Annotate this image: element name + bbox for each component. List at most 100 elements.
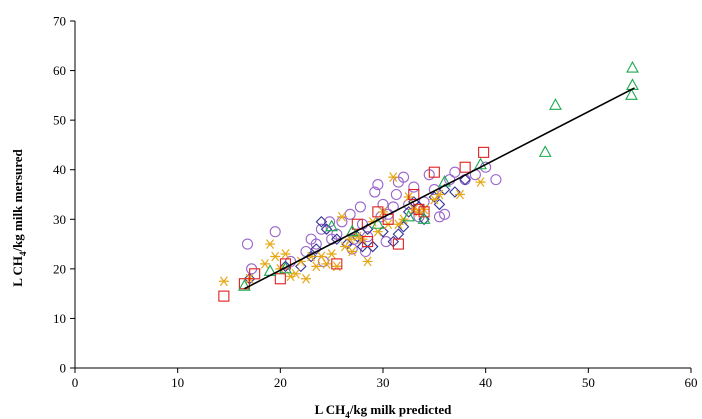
circle-point xyxy=(344,208,356,220)
y-tick-label: 60 xyxy=(53,63,66,78)
circle-point xyxy=(449,166,461,178)
diamond-point xyxy=(310,243,323,255)
circle-point xyxy=(241,238,254,250)
data-points xyxy=(218,60,639,302)
y-tick-label: 10 xyxy=(53,311,66,326)
star-point xyxy=(326,249,337,259)
square-point xyxy=(274,273,286,285)
circle-point xyxy=(439,208,451,220)
star-point xyxy=(321,259,332,269)
circle-point xyxy=(390,188,402,201)
square-point xyxy=(362,236,374,248)
trendline xyxy=(244,87,635,290)
square-point xyxy=(218,290,230,302)
circle-point xyxy=(433,211,446,223)
diamond-point xyxy=(397,220,410,233)
star-point xyxy=(301,273,311,284)
square-point xyxy=(331,258,343,270)
star-point xyxy=(347,246,358,257)
trendline-group xyxy=(244,87,635,290)
circle-point xyxy=(336,216,348,228)
circle-point xyxy=(408,181,420,193)
triangle-point xyxy=(538,145,552,157)
x-tick-label: 20 xyxy=(274,375,287,390)
square-point xyxy=(408,188,420,201)
diamond-point xyxy=(418,213,430,226)
star-point xyxy=(336,211,347,222)
diamond-point xyxy=(366,240,379,253)
x-tick-label: 10 xyxy=(171,375,184,390)
x-tick-label: 40 xyxy=(479,375,492,390)
diamond-point xyxy=(320,223,333,235)
star-point xyxy=(280,249,291,259)
axis-labels: L CH4/kg milk predicted L CH4/kg milk me… xyxy=(10,148,452,419)
diamond-point xyxy=(279,260,292,273)
circle-point xyxy=(310,238,322,250)
triangle-point xyxy=(345,224,359,237)
diamond-point xyxy=(305,250,317,263)
square-point xyxy=(418,206,430,218)
square-point xyxy=(238,278,250,290)
diamond-point xyxy=(449,186,461,198)
circle-point xyxy=(490,174,502,186)
circle-point xyxy=(397,171,410,183)
circle-point xyxy=(354,201,366,213)
star-point xyxy=(265,239,276,249)
circle-point xyxy=(346,243,358,255)
triangle-point xyxy=(474,157,487,170)
square-point xyxy=(351,218,363,230)
y-tick-label: 0 xyxy=(60,361,67,376)
star-point xyxy=(311,261,322,272)
square-point xyxy=(428,166,440,178)
star-point xyxy=(455,189,465,200)
triangle-point xyxy=(626,60,639,73)
star-point xyxy=(331,261,342,272)
triangle-point xyxy=(237,279,251,291)
diamond-point xyxy=(315,215,328,228)
x-axis-label: L CH4/kg milk predicted xyxy=(315,402,453,419)
diamond-point xyxy=(295,260,307,273)
y-tick-label: 50 xyxy=(53,113,66,128)
triangle-point xyxy=(371,217,385,229)
triangle-point xyxy=(402,209,416,222)
triangle-point xyxy=(626,78,639,90)
diamond-point xyxy=(459,173,471,186)
star-point xyxy=(388,172,399,183)
y-tick-label: 40 xyxy=(53,162,66,177)
circle-point xyxy=(269,226,281,238)
circle-point xyxy=(369,186,381,198)
star-point xyxy=(393,219,404,230)
circle-point xyxy=(372,179,384,191)
star-point xyxy=(316,251,327,262)
square-point xyxy=(392,238,404,250)
x-tick-label: 50 xyxy=(582,375,595,390)
y-tick-label: 30 xyxy=(53,212,66,227)
square-point xyxy=(478,146,490,158)
triangle-point xyxy=(625,88,638,100)
square-point xyxy=(279,258,292,270)
diamond-point xyxy=(331,233,343,245)
triangle-point xyxy=(279,261,292,274)
star-point xyxy=(434,189,445,200)
star-point xyxy=(259,259,270,269)
x-tick-label: 60 xyxy=(685,375,698,390)
y-tick-label: 20 xyxy=(53,261,66,276)
x-tick-label: 30 xyxy=(377,375,390,390)
axes: 0 10 20 30 40 50 60 0 10 20 30 40 50 60 70 xyxy=(53,14,698,391)
star-point xyxy=(475,177,486,187)
triangle-point xyxy=(549,98,562,110)
star-point xyxy=(429,194,440,205)
square-point xyxy=(249,268,261,280)
star-point xyxy=(362,256,373,267)
triangle-point xyxy=(417,212,431,224)
star-point xyxy=(340,241,351,252)
diamond-point xyxy=(356,240,369,253)
x-tick-label: 0 xyxy=(72,375,79,390)
y-axis-label: L CH4/kg milk mersured xyxy=(10,148,28,286)
square-point xyxy=(459,161,471,173)
y-tick-label: 70 xyxy=(53,14,66,29)
diamond-point xyxy=(402,206,415,218)
circle-point xyxy=(380,236,392,248)
star-point xyxy=(290,268,301,279)
